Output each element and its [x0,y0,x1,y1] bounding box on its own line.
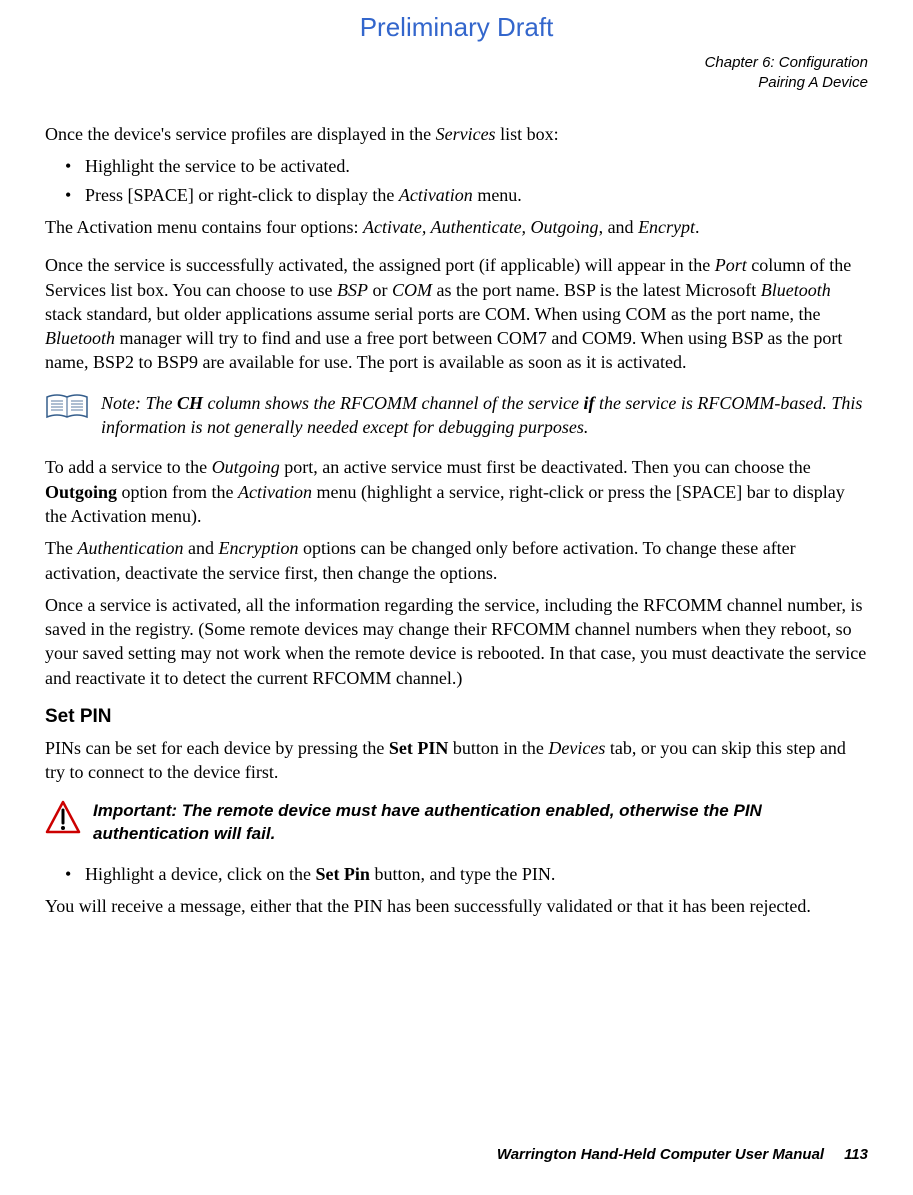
text: To add a service to the [45,457,212,477]
list-item: Press [SPACE] or right-click to display … [45,183,868,207]
text: column shows the RFCOMM channel of the s… [203,393,583,413]
text-italic: Devices [548,738,605,758]
text-bold: Set Pin [315,864,370,884]
text-bold: if [583,393,594,413]
paragraph-auth-encrypt: The Authentication and Encryption option… [45,536,868,585]
text: The [45,538,77,558]
page-footer: Warrington Hand-Held Computer User Manua… [45,1145,868,1165]
paragraph-activation-options: The Activation menu contains four option… [45,215,868,239]
text: Highlight a device, click on the [85,864,315,884]
note-text: Note: The CH column shows the RFCOMM cha… [101,391,868,440]
text-italic: Port [715,255,747,275]
text: manager will try to find and use a free … [45,328,842,372]
text: option from the [117,482,238,502]
text: The [146,393,178,413]
text: port, an active service must first be de… [280,457,811,477]
text: Once the service is successfully activat… [45,255,715,275]
text-italic: Bluetooth [761,280,831,300]
paragraph-registry: Once a service is activated, all the inf… [45,593,868,690]
text: and [183,538,218,558]
list-item: Highlight the service to be activated. [45,154,868,178]
text-italic: Bluetooth [45,328,115,348]
text: stack standard, but older applications a… [45,304,821,324]
warning-triangle-icon [45,800,81,836]
text: button in the [448,738,548,758]
bullet-list-1: Highlight the service to be activated. P… [45,154,868,207]
text-italic: Authentication [77,538,183,558]
text: button, and type the PIN. [370,864,555,884]
text-italic: BSP [337,280,368,300]
text: . [695,217,700,237]
chapter-line-2: Pairing A Device [758,74,868,91]
text: or [368,280,392,300]
text: PINs can be set for each device by press… [45,738,389,758]
text: as the port name. BSP is the latest Micr… [432,280,761,300]
footer-title: Warrington Hand-Held Computer User Manua… [45,1145,844,1165]
text: Once the device's service profiles are d… [45,124,436,144]
note-label: Note: [101,393,146,413]
important-block: Important: The remote device must have a… [45,800,868,846]
text-bold: Outgoing [45,482,117,502]
text-italic: Activation [238,482,312,502]
chapter-line-1: Chapter 6: Configuration [705,54,868,71]
text-italic: Encryption [218,538,298,558]
text-italic: COM [392,280,432,300]
text-bold: CH [177,393,203,413]
list-item: Highlight a device, click on the Set Pin… [45,862,868,886]
chapter-header: Chapter 6: Configuration Pairing A Devic… [45,53,868,92]
paragraph-set-pin: PINs can be set for each device by press… [45,736,868,785]
text-italic: Outgoing [212,457,280,477]
bullet-list-2: Highlight a device, click on the Set Pin… [45,862,868,886]
book-icon [45,393,89,423]
preliminary-draft-header: Preliminary Draft [45,0,868,53]
text: menu. [473,185,522,205]
section-heading-set-pin: Set PIN [45,704,868,730]
text-italic: Activate, Authenticate, Outgoing [363,217,599,237]
text: list box: [496,124,559,144]
footer-page-number: 113 [844,1145,868,1165]
text-italic: Encrypt [638,217,695,237]
text: , and [599,217,639,237]
paragraph-port-info: Once the service is successfully activat… [45,253,868,374]
text: The Activation menu contains four option… [45,217,363,237]
text-bold: Set PIN [389,738,449,758]
text: Press [SPACE] or right-click to display … [85,185,399,205]
page-content: Once the device's service profiles are d… [45,122,868,919]
important-label: Important: [93,801,182,820]
paragraph-outgoing: To add a service to the Outgoing port, a… [45,455,868,528]
text-italic: Activation [399,185,473,205]
paragraph-services-intro: Once the device's service profiles are d… [45,122,868,146]
important-text: Important: The remote device must have a… [93,800,868,846]
paragraph-pin-result: You will receive a message, either that … [45,894,868,918]
text: The remote device must have authenticati… [93,801,762,843]
note-block: Note: The CH column shows the RFCOMM cha… [45,391,868,440]
text-italic: Services [436,124,496,144]
